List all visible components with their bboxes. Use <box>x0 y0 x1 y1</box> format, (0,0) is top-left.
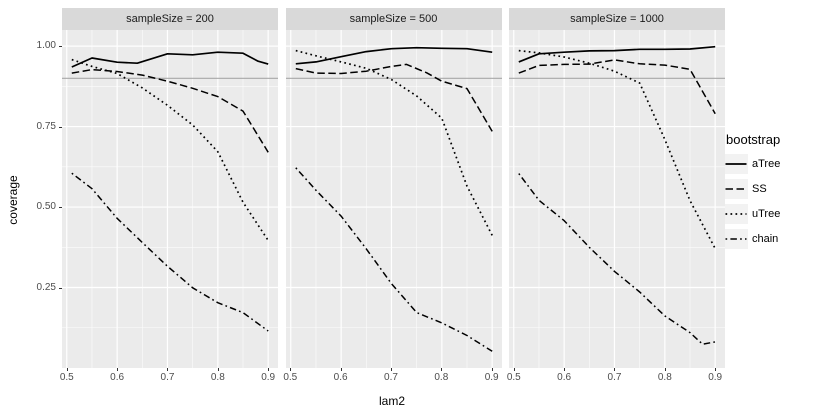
legend-key-dashed-line-icon <box>724 179 748 199</box>
series-line-SS <box>518 59 716 115</box>
x-tick-label: 0.8 <box>657 372 672 383</box>
panel-200 <box>62 30 278 368</box>
legend-label: uTree <box>752 208 781 220</box>
x-tick-label: 0.9 <box>708 372 723 383</box>
y-tick-mark <box>59 207 62 209</box>
facet-strip: sampleSize = 500 <box>285 8 502 30</box>
series-line-SS <box>295 63 493 132</box>
x-tick-mark <box>167 368 169 371</box>
y-tick-mark <box>59 126 62 128</box>
y-tick-label: 0.25 <box>36 281 56 293</box>
x-tick-mark <box>441 368 443 371</box>
y-axis-title: coverage <box>6 175 20 225</box>
x-tick-mark <box>66 368 68 371</box>
y-tick-label: 1.00 <box>36 40 56 52</box>
x-tick-mark <box>117 368 119 371</box>
x-tick-mark <box>564 368 566 371</box>
panel-500 <box>285 30 502 368</box>
y-tick-mark <box>59 287 62 289</box>
series-line-uTree <box>295 49 493 236</box>
legend-entry-aTree: aTree <box>724 154 780 174</box>
x-tick-mark <box>290 368 292 371</box>
x-tick-label: 0.6 <box>110 372 125 383</box>
x-tick-label: 0.5 <box>506 372 521 383</box>
x-tick-label: 0.7 <box>160 372 175 383</box>
panel-1000 <box>509 30 725 368</box>
x-tick-label: 0.6 <box>557 372 572 383</box>
x-tick-label: 0.6 <box>333 372 348 383</box>
x-tick-label: 0.8 <box>434 372 449 383</box>
series-line-chain <box>71 172 269 332</box>
legend-entries: aTree SS uTree chain <box>724 154 780 249</box>
legend-label: chain <box>752 233 779 245</box>
x-tick-label: 0.8 <box>210 372 225 383</box>
x-tick-mark <box>715 368 717 371</box>
x-axis-title: lam2 <box>378 394 405 408</box>
series-line-chain <box>518 173 716 345</box>
series-line-aTree <box>295 46 492 65</box>
series-line-aTree <box>518 45 716 63</box>
legend: bootstrap aTree SS uTree chain <box>724 132 780 254</box>
series-line-uTree <box>518 49 716 249</box>
legend-key-dotted-line-icon <box>724 204 748 224</box>
x-tick-mark <box>664 368 666 371</box>
y-tick-label: 0.75 <box>36 120 56 132</box>
legend-title: bootstrap <box>726 132 781 147</box>
facet-strip: sampleSize = 200 <box>62 8 278 30</box>
legend-key-solid-line-icon <box>724 154 748 174</box>
series-line-SS <box>71 68 269 153</box>
x-tick-mark <box>217 368 219 371</box>
series-line-aTree <box>71 51 269 68</box>
legend-key-dotdash-line-icon <box>724 229 748 249</box>
x-tick-label: 0.9 <box>261 372 276 383</box>
x-tick-label: 0.7 <box>384 372 398 383</box>
x-tick-mark <box>491 368 493 371</box>
x-tick-label: 0.5 <box>59 372 74 383</box>
legend-entry-uTree: uTree <box>724 204 780 224</box>
x-tick-mark <box>340 368 342 371</box>
x-tick-mark <box>614 368 616 371</box>
legend-entry-SS: SS <box>724 179 780 199</box>
series-line-chain <box>294 167 493 352</box>
legend-label: aTree <box>752 158 781 170</box>
y-tick-mark <box>59 46 62 48</box>
x-tick-mark <box>513 368 515 371</box>
x-tick-mark <box>268 368 270 371</box>
legend-entry-chain: chain <box>724 229 780 249</box>
facet-strip: sampleSize = 1000 <box>509 8 725 30</box>
legend-label: SS <box>752 183 767 195</box>
x-tick-label: 0.7 <box>607 372 622 383</box>
x-tick-label: 0.5 <box>283 372 298 383</box>
x-tick-mark <box>390 368 392 371</box>
y-tick-label: 0.50 <box>36 201 56 213</box>
series-line-uTree <box>71 58 269 241</box>
x-tick-label: 0.9 <box>484 372 499 383</box>
